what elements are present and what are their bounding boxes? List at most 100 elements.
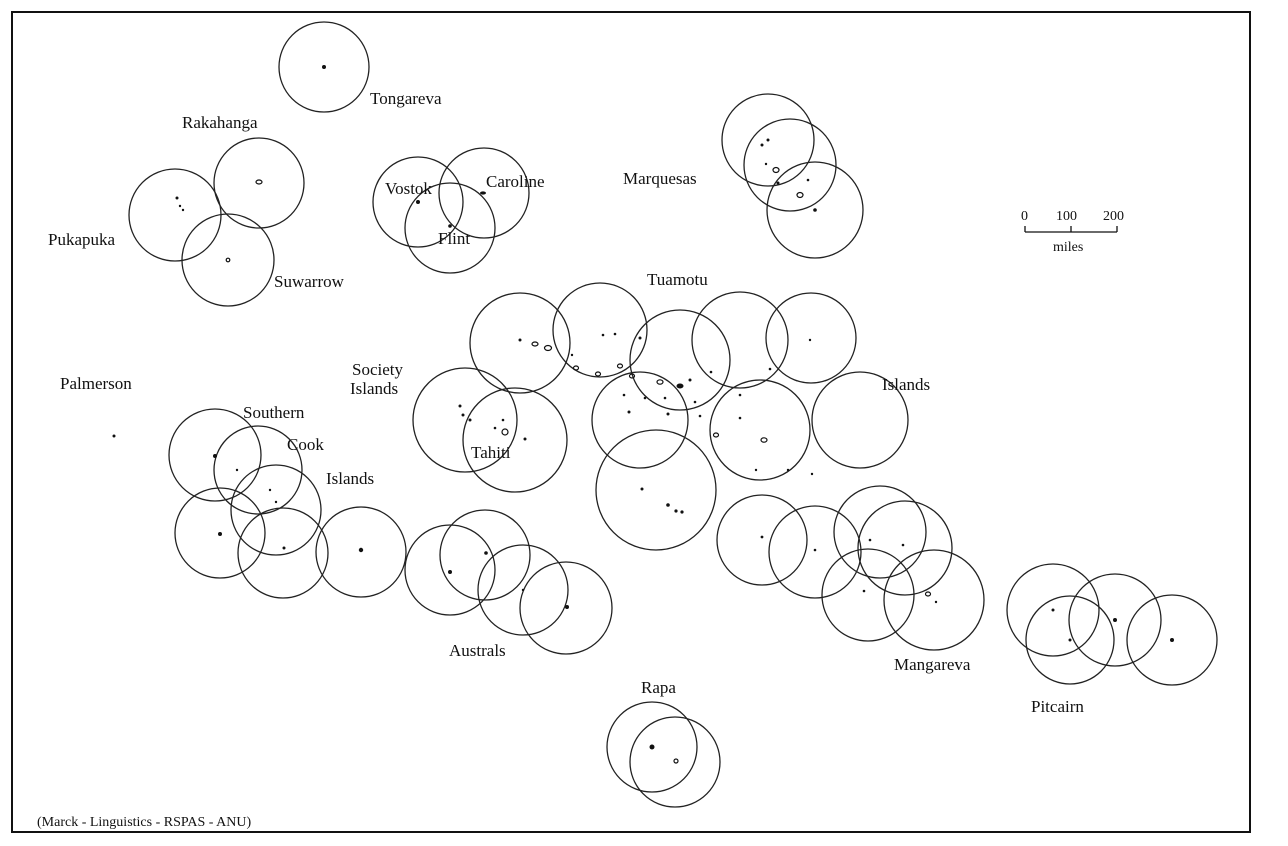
- ring-southern-cook-3: [230, 464, 322, 556]
- island-tuamotu-5: [601, 333, 605, 337]
- island-tuamotu-20: [627, 410, 631, 414]
- ring-tuamotu-5: [765, 292, 857, 384]
- island-tuamotu-19: [693, 400, 697, 404]
- island-tuamotu-32: [666, 503, 670, 507]
- scale-bar: 0 100 200 miles: [1021, 209, 1124, 255]
- island-tuamotu-38: [868, 538, 872, 542]
- label-caroline: Caroline: [486, 172, 545, 191]
- label-australs: Australs: [449, 641, 506, 660]
- ring-tuamotu-8: [709, 379, 811, 481]
- island-markers: [112, 65, 1174, 764]
- island-pitcairn-4: [1170, 638, 1174, 642]
- ring-marquesas-3: [766, 161, 864, 259]
- island-marquesas-3: [764, 162, 768, 166]
- scale-label-100: 100: [1056, 209, 1077, 224]
- island-tuamotu-40: [862, 589, 866, 593]
- label-marquesas: Marquesas: [623, 169, 697, 188]
- ring-tuamotu-11: [768, 505, 862, 599]
- island-vostok: [416, 200, 420, 204]
- island-cook-1: [213, 454, 217, 458]
- island-tuamotu-29: [754, 468, 758, 472]
- label-tongareva: Tongareva: [370, 89, 442, 108]
- label-tuamotu: Tuamotu: [647, 270, 708, 289]
- ring-southern-cook-2: [213, 425, 303, 515]
- island-tuamotu-8: [572, 365, 580, 371]
- ring-tuamotu-4: [691, 291, 789, 389]
- label-tuamotu-islands: Islands: [882, 375, 930, 394]
- island-tahiti-3: [468, 418, 472, 422]
- island-tuamotu-33: [674, 509, 678, 513]
- island-tuamotu-7: [638, 336, 642, 340]
- island-tuamotu-36: [760, 535, 764, 539]
- island-flint: [448, 224, 452, 228]
- ring-vostok: [372, 156, 464, 248]
- ring-rakahanga: [213, 137, 305, 229]
- island-pukapuka: [175, 196, 179, 200]
- ring-tuamotu-9: [595, 429, 717, 551]
- island-austral-3: [521, 588, 525, 592]
- ring-suwarrow: [181, 213, 275, 307]
- island-tuamotu-31: [810, 472, 814, 476]
- island-tahiti-6: [501, 418, 505, 422]
- ring-pitcairn-2: [1025, 595, 1115, 685]
- place-labels: Tongareva Rakahanga Pukapuka Suwarrow Vo…: [48, 89, 1084, 716]
- ring-southern-cook-4: [237, 507, 329, 599]
- island-marquesas-8: [813, 208, 817, 212]
- label-southern: Southern: [243, 403, 305, 422]
- ring-australs-4: [519, 561, 613, 655]
- label-rakahanga: Rakahanga: [182, 113, 258, 132]
- ring-mangareva-1: [821, 548, 915, 642]
- ring-society: [412, 367, 518, 473]
- island-tuamotu-15: [709, 370, 713, 374]
- label-society: Society: [352, 360, 403, 379]
- island-tuamotu-18: [663, 396, 667, 400]
- ring-southern-cook-6: [315, 506, 407, 598]
- island-mangareva-2: [934, 600, 938, 604]
- ring-tuamotu-3: [629, 309, 731, 411]
- label-palmerson: Palmerson: [60, 374, 132, 393]
- island-tuamotu-34: [680, 510, 684, 514]
- island-pukapuka-2: [178, 204, 182, 208]
- island-rakahanga: [255, 179, 263, 185]
- island-cook-2: [235, 468, 239, 472]
- island-tuamotu-1: [518, 338, 522, 342]
- scale-unit-label: miles: [1053, 240, 1083, 255]
- island-tuamotu-23: [738, 393, 742, 397]
- island-pitcairn-2: [1068, 638, 1072, 642]
- ring-australs-1: [404, 524, 496, 616]
- ring-tuamotu-7: [591, 371, 689, 469]
- ring-tuamotu-1: [469, 292, 571, 394]
- ring-caroline: [438, 147, 530, 239]
- label-mangareva: Mangareva: [894, 655, 971, 674]
- island-tuamotu-2: [531, 341, 539, 347]
- ring-pitcairn-4: [1126, 594, 1218, 686]
- label-suwarrow: Suwarrow: [274, 272, 345, 291]
- island-tuamotu-17: [643, 396, 647, 400]
- island-cook-3: [268, 488, 272, 492]
- island-suwarrow: [225, 257, 231, 263]
- island-tuamotu-10: [616, 363, 624, 369]
- ring-southern-cook-1: [168, 408, 262, 502]
- ring-marquesas-1: [721, 93, 815, 187]
- label-tahiti: Tahiti: [471, 443, 511, 462]
- ring-marquesas-2: [743, 118, 837, 212]
- island-pitcairn-1: [1051, 608, 1055, 612]
- ring-tuamotu-2: [552, 282, 648, 378]
- ring-rapa-2: [629, 716, 721, 808]
- island-marquesas-5: [776, 181, 780, 185]
- scale-label-200: 200: [1103, 209, 1124, 224]
- island-austral-2: [448, 570, 452, 574]
- island-tahiti-2: [461, 413, 465, 417]
- island-tuamotu-11: [628, 373, 636, 379]
- island-tuamotu-35: [640, 487, 644, 491]
- ring-southern-cook-5: [174, 487, 266, 579]
- island-tuamotu-12: [656, 379, 664, 385]
- ring-tuamotu-13: [857, 500, 953, 596]
- island-tuamotu-22: [698, 414, 702, 418]
- ring-australs-2: [439, 509, 531, 601]
- label-rapa: Rapa: [641, 678, 676, 697]
- island-tuamotu-13: [676, 383, 684, 389]
- ring-pitcairn-1: [1006, 563, 1100, 657]
- island-tuamotu-37: [813, 548, 817, 552]
